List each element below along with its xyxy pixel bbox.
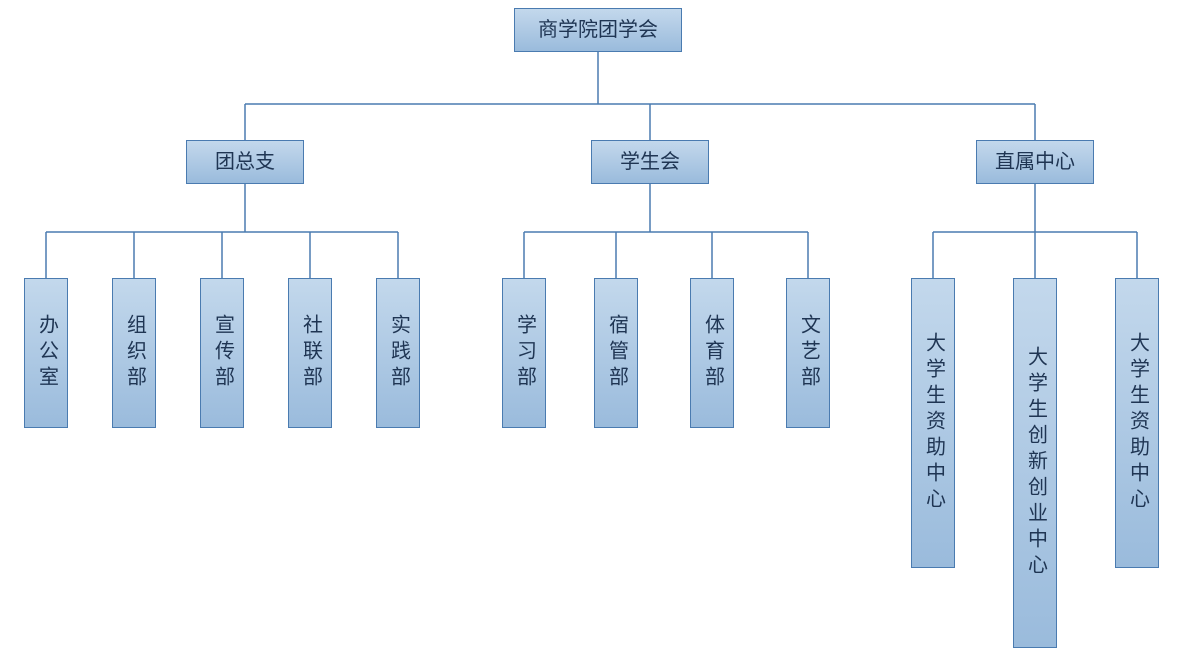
- node-g1_2: 组织部: [112, 278, 156, 428]
- node-g2_1: 学习部: [502, 278, 546, 428]
- node-g1_5: 实践部: [376, 278, 420, 428]
- node-g3_1: 大学生资助中心: [911, 278, 955, 568]
- node-g3_3: 大学生资助中心: [1115, 278, 1159, 568]
- node-g1_4: 社联部: [288, 278, 332, 428]
- node-mid3: 直属中心: [976, 140, 1094, 184]
- node-mid1: 团总支: [186, 140, 304, 184]
- node-g3_2: 大学生创新创业中心: [1013, 278, 1057, 648]
- node-g2_3: 体育部: [690, 278, 734, 428]
- node-g2_4: 文艺部: [786, 278, 830, 428]
- node-mid2: 学生会: [591, 140, 709, 184]
- node-g1_3: 宣传部: [200, 278, 244, 428]
- node-g2_2: 宿管部: [594, 278, 638, 428]
- node-g1_1: 办公室: [24, 278, 68, 428]
- node-root: 商学院团学会: [514, 8, 682, 52]
- org-chart: 商学院团学会团总支 学生会 直属中心办公室组织部宣传部社联部实践部 学习部 宿管部 体育部…: [0, 0, 1199, 652]
